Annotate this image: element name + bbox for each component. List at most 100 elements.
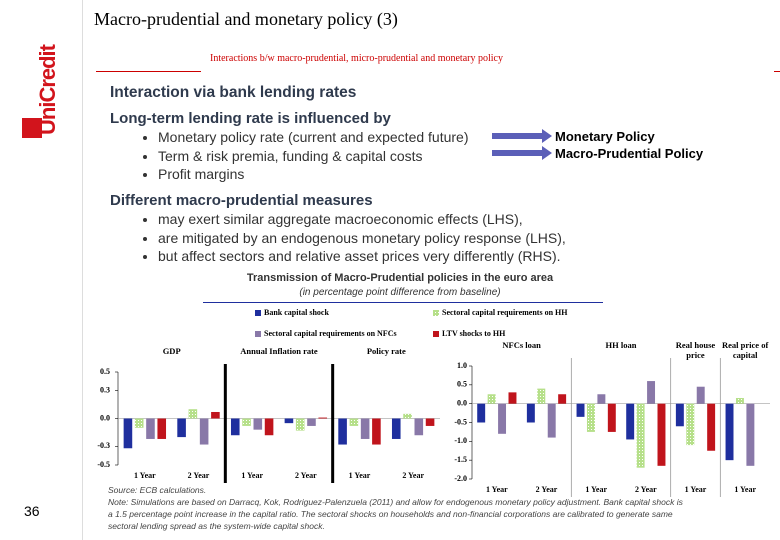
bullet: Monetary policy rate (current and expect… xyxy=(158,128,469,147)
bar xyxy=(338,418,347,445)
x-tick-label: 1 Year xyxy=(486,485,508,494)
group-label: GDP xyxy=(162,346,181,356)
legend-label: Sectoral capital requirements on HH xyxy=(442,308,568,317)
rule xyxy=(96,71,201,72)
bar xyxy=(230,418,240,436)
bar xyxy=(537,388,546,404)
y-tick-label: -0.5 xyxy=(454,417,467,426)
bar xyxy=(211,411,220,419)
bar xyxy=(349,418,359,426)
logo-mark xyxy=(22,118,42,138)
x-tick-label: 2 Year xyxy=(402,471,424,480)
bar xyxy=(264,418,274,436)
x-tick-label: 1 Year xyxy=(241,471,263,480)
y-tick-label: -1.0 xyxy=(454,436,467,445)
y-tick-label: -2.0 xyxy=(454,474,467,483)
arrow xyxy=(492,146,552,160)
x-tick-label: 2 Year xyxy=(188,471,210,480)
bar xyxy=(284,418,294,424)
legend-label: LTV shocks to HH xyxy=(442,329,506,338)
bar xyxy=(307,418,316,426)
bar xyxy=(686,403,695,446)
group-label: HH loan xyxy=(605,340,637,350)
arrow-label: Macro-Prudential Policy xyxy=(555,146,704,161)
bullet: Term & risk premia, funding & capital co… xyxy=(158,147,469,166)
group-label: Annual Inflation rate xyxy=(240,346,318,356)
bullet: are mitigated by an endogenous monetary … xyxy=(158,229,566,248)
subtitle: Interactions b/w macro-prudential, micro… xyxy=(210,53,503,64)
x-tick-label: 1 Year xyxy=(134,471,156,480)
bar xyxy=(177,418,186,438)
y-tick-label: -1.5 xyxy=(454,455,467,464)
bar xyxy=(607,403,616,432)
legend-swatch xyxy=(255,331,261,337)
bar xyxy=(414,418,424,436)
y-tick-label: 0.5 xyxy=(100,367,110,376)
bar xyxy=(597,394,606,404)
y-tick-label: 0.3 xyxy=(100,385,110,394)
legend-swatch xyxy=(433,331,439,337)
x-tick-label: 1 Year xyxy=(685,485,707,494)
bar xyxy=(146,418,155,439)
legend-label: Sectoral capital requirements on NFCs xyxy=(264,329,397,338)
bar xyxy=(636,403,645,468)
bar xyxy=(134,418,144,428)
y-tick-label: 0.5 xyxy=(457,380,467,389)
group-label: NFCs loan xyxy=(502,340,541,350)
bar xyxy=(657,403,666,466)
bar xyxy=(696,386,705,404)
bar xyxy=(647,381,656,404)
legend-swatch xyxy=(433,310,439,316)
figure-title: Transmission of Macro-Prudential policie… xyxy=(246,272,554,284)
x-tick-label: 2 Year xyxy=(295,471,317,480)
bar xyxy=(372,418,381,445)
bar xyxy=(526,403,535,423)
group-label: Real house price xyxy=(675,340,716,360)
bar xyxy=(318,417,328,419)
bar xyxy=(498,403,507,434)
bar xyxy=(626,403,635,440)
x-tick-label: 2 Year xyxy=(635,485,657,494)
bar xyxy=(188,409,198,419)
bar xyxy=(403,413,412,419)
arrow xyxy=(492,129,552,143)
subheading: Different macro-prudential measures xyxy=(110,192,373,209)
rule xyxy=(203,302,603,303)
bar xyxy=(360,418,370,439)
bar xyxy=(508,392,517,404)
y-tick-label: 0.0 xyxy=(100,413,110,422)
bar xyxy=(735,398,744,404)
arrows xyxy=(492,129,552,160)
bar xyxy=(477,403,486,423)
bar xyxy=(242,418,251,426)
y-tick-label: 0.0 xyxy=(457,398,467,407)
bullet: may exert similar aggregate macroeconomi… xyxy=(158,210,566,229)
bar xyxy=(391,418,401,439)
bullet: Profit margins xyxy=(158,165,469,184)
rule xyxy=(774,71,780,72)
page-number: 36 xyxy=(24,503,40,519)
bar xyxy=(725,403,734,461)
y-tick-label: 1.0 xyxy=(457,361,467,370)
bar xyxy=(123,418,133,449)
bar xyxy=(487,394,496,404)
subheading: Long-term lending rate is influenced by xyxy=(110,110,391,127)
bar xyxy=(253,418,263,430)
bar xyxy=(707,403,716,451)
bar xyxy=(675,403,684,427)
bar xyxy=(746,403,755,466)
source: Source: ECB calculations. xyxy=(108,485,207,495)
x-tick-label: 1 Year xyxy=(734,485,756,494)
figure-subtitle: (in percentage point difference from bas… xyxy=(299,287,501,298)
legend-label: Bank capital shock xyxy=(264,308,329,317)
title: Macro-prudential and monetary policy (3) xyxy=(94,9,398,29)
bar xyxy=(199,418,209,445)
arrow-label: Monetary Policy xyxy=(555,129,655,144)
y-tick-label: -0.5 xyxy=(97,460,110,469)
bullets: may exert similar aggregate macroeconomi… xyxy=(110,210,566,266)
figure-notes: Source: ECB calculations. Note: Simulati… xyxy=(108,484,688,532)
bullets: Monetary policy rate (current and expect… xyxy=(110,128,469,184)
bar xyxy=(295,418,305,431)
